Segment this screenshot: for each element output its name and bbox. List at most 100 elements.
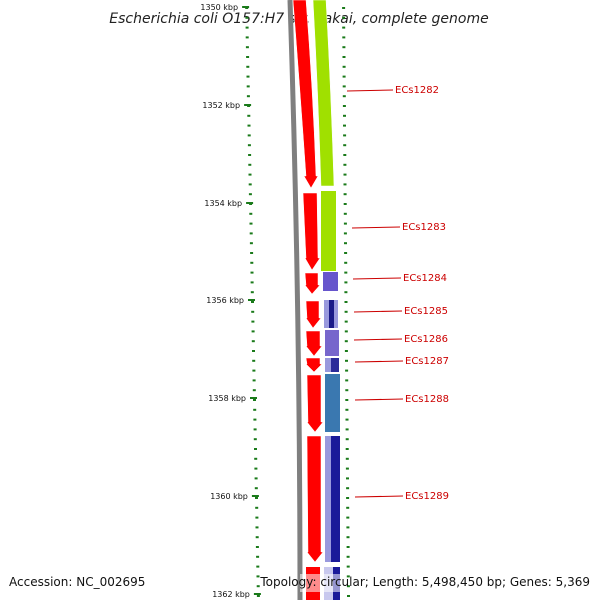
gene-block-ECs1284[interactable] [323, 272, 338, 291]
cds-arrow-6[interactable] [305, 357, 323, 373]
gene-block-ECs1282[interactable] [312, 0, 335, 187]
minor-tick-right [344, 310, 348, 313]
minor-tick-right [344, 320, 348, 323]
minor-tick-right [347, 595, 350, 597]
minor-tick-right [342, 7, 346, 9]
minor-tick-left [249, 212, 253, 215]
minor-tick-left [253, 418, 257, 421]
kbp-label: 1360 kbp [210, 492, 248, 501]
minor-tick-left [255, 546, 259, 548]
minor-tick-right [344, 242, 347, 245]
gene-block-ECs1287[interactable] [331, 358, 339, 372]
minor-tick-right [346, 536, 350, 539]
minor-tick-left [254, 487, 258, 490]
minor-tick-left [249, 242, 253, 245]
minor-tick-left [256, 595, 260, 597]
minor-tick-right [345, 359, 348, 362]
gene-block-ECs1289[interactable] [331, 436, 340, 562]
cds-arrow-5[interactable] [305, 330, 323, 357]
minor-tick-left [247, 124, 251, 127]
minor-tick-right [345, 467, 349, 470]
kbp-scale: 1350 kbp 1352 kbp 1354 kbp 1356 kbp 1358 kbp… [200, 3, 261, 599]
minor-tick-right [345, 389, 349, 392]
cds-arrow-2[interactable] [302, 192, 321, 271]
minor-tick-right [345, 457, 349, 460]
minor-tick-left [246, 65, 250, 68]
minor-tick-left [256, 575, 260, 578]
cds-arrow-8[interactable] [306, 435, 324, 563]
cds-arrow-7[interactable] [306, 374, 324, 433]
gene-block-ECs1289a[interactable] [325, 436, 331, 562]
kbp-tick-mark [251, 495, 259, 497]
minor-tick-left [248, 163, 252, 166]
minor-tick-right [343, 222, 347, 225]
minor-tick-right [344, 261, 348, 264]
gene-label-ECs1282[interactable]: ECs1282 [395, 85, 439, 96]
minor-tick-right [342, 75, 346, 78]
gene-label-ECs1288[interactable]: ECs1288 [405, 394, 449, 405]
gene-leader-line [352, 277, 402, 280]
gene-label-ECs1283[interactable]: ECs1283 [402, 222, 446, 233]
gene-labels: ECs1282 ECs1283 ECs1284 ECs1285 ECs1286 ECs12… [346, 85, 449, 502]
gene-block-ECs1287a[interactable] [325, 358, 331, 372]
gene-label-ECs1285[interactable]: ECs1285 [404, 306, 448, 317]
cds-arrow-3[interactable] [304, 272, 321, 295]
minor-tick-left [254, 448, 257, 450]
minor-tick-right [342, 105, 346, 107]
kbp-label: 1362 kbp [212, 590, 250, 599]
gene-leader-line [346, 89, 394, 92]
gene-leader-line [354, 398, 404, 401]
gene-leader-line [353, 338, 403, 341]
minor-tick-left [250, 261, 254, 264]
minor-ticks-left [245, 7, 260, 597]
gene-label-ECs1284[interactable]: ECs1284 [403, 273, 447, 284]
minor-tick-left [251, 301, 254, 303]
minor-tick-right [342, 56, 346, 58]
minor-tick-right [346, 497, 350, 499]
minor-tick-left [253, 438, 257, 441]
gene-block-ECs1285[interactable] [329, 300, 334, 328]
minor-ticks-right [342, 7, 350, 597]
gene-block-ECs1286[interactable] [325, 330, 339, 356]
minor-tick-right [342, 65, 346, 68]
minor-tick-right [342, 26, 346, 29]
minor-tick-left [252, 369, 256, 372]
minor-tick-left [245, 36, 249, 39]
minor-tick-left [245, 26, 249, 29]
minor-tick-right [345, 408, 349, 411]
kbp-tick-mark [253, 593, 261, 595]
gene-block-ECs1285a[interactable] [324, 300, 330, 328]
minor-tick-right [344, 271, 348, 274]
gene-leader-line [353, 310, 403, 313]
minor-tick-right [343, 114, 346, 117]
genome-summary-text: Topology: circular; Length: 5,498,450 bp… [259, 575, 590, 589]
gene-label-ECs1287[interactable]: ECs1287 [405, 356, 449, 367]
minor-tick-right [344, 281, 348, 284]
minor-tick-left [245, 16, 249, 19]
minor-tick-left [254, 477, 258, 480]
minor-tick-left [248, 193, 252, 196]
gene-label-ECs1289[interactable]: ECs1289 [405, 491, 449, 502]
minor-tick-right [343, 212, 347, 215]
minor-tick-right [346, 477, 349, 480]
gene-block-ECs1283[interactable] [321, 191, 336, 271]
minor-tick-left [251, 320, 255, 323]
cds-arrow-4[interactable] [305, 300, 322, 329]
kbp-tick-mark [250, 397, 257, 399]
gene-block-ECs1288[interactable] [325, 374, 340, 432]
cds-arrow-1[interactable] [292, 0, 319, 189]
gene-block-ECs1285b[interactable] [334, 300, 338, 328]
minor-tick-right [346, 546, 350, 548]
minor-tick-left [253, 428, 257, 431]
minor-tick-right [343, 124, 346, 127]
gene-label-ECs1286[interactable]: ECs1286 [404, 334, 448, 345]
minor-tick-right [346, 565, 350, 568]
minor-tick-left [250, 252, 254, 254]
minor-tick-right [346, 516, 350, 519]
minor-tick-left [246, 95, 250, 98]
minor-tick-left [255, 497, 258, 499]
minor-tick-left [247, 114, 251, 117]
minor-tick-left [251, 340, 255, 343]
minor-tick-left [255, 536, 259, 539]
